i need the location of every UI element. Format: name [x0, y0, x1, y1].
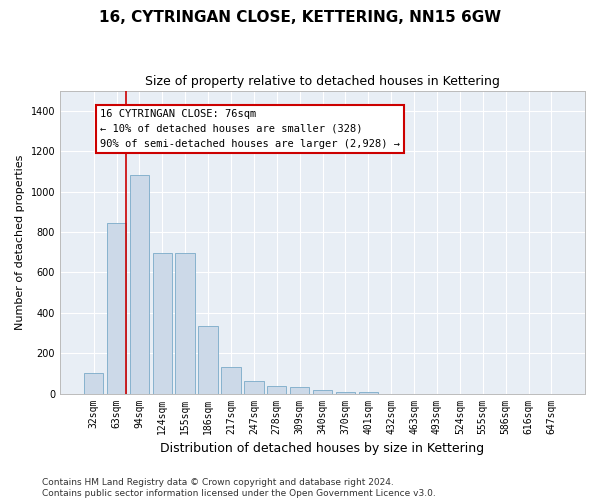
Text: 16 CYTRINGAN CLOSE: 76sqm
← 10% of detached houses are smaller (328)
90% of semi: 16 CYTRINGAN CLOSE: 76sqm ← 10% of detac…: [100, 109, 400, 148]
Bar: [199, 326, 218, 394]
Y-axis label: Number of detached properties: Number of detached properties: [15, 154, 25, 330]
Bar: [107, 223, 126, 394]
Bar: [313, 390, 332, 394]
Bar: [359, 392, 378, 394]
Bar: [84, 374, 103, 394]
Text: 16, CYTRINGAN CLOSE, KETTERING, NN15 6GW: 16, CYTRINGAN CLOSE, KETTERING, NN15 6GW: [99, 10, 501, 25]
Title: Size of property relative to detached houses in Kettering: Size of property relative to detached ho…: [145, 75, 500, 88]
Bar: [335, 392, 355, 394]
Bar: [221, 368, 241, 394]
Bar: [175, 253, 195, 394]
Bar: [130, 176, 149, 394]
Bar: [267, 386, 286, 394]
Bar: [152, 253, 172, 394]
Bar: [244, 382, 263, 394]
Text: Contains HM Land Registry data © Crown copyright and database right 2024.
Contai: Contains HM Land Registry data © Crown c…: [42, 478, 436, 498]
X-axis label: Distribution of detached houses by size in Kettering: Distribution of detached houses by size …: [160, 442, 485, 455]
Bar: [290, 388, 310, 394]
